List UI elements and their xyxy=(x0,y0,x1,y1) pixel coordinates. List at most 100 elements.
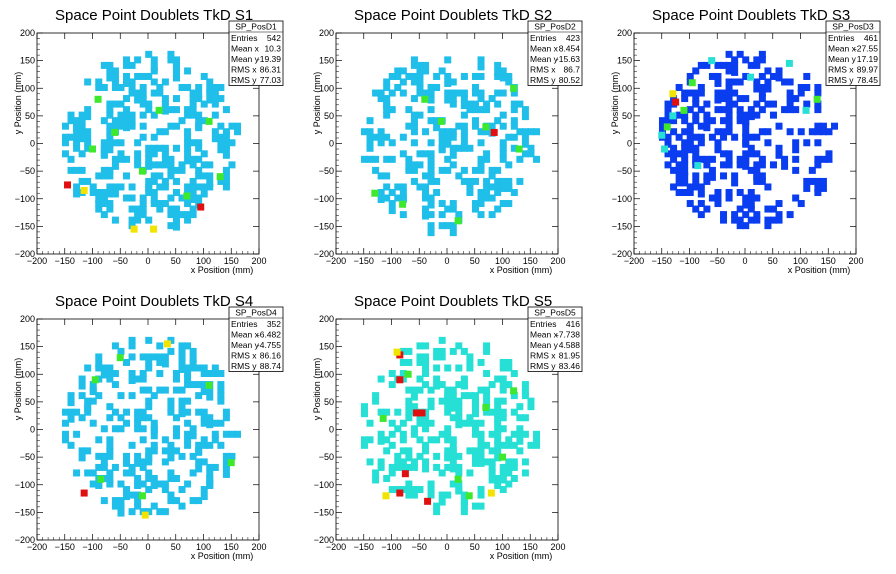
histogram-bin xyxy=(510,463,518,471)
histogram-bin xyxy=(139,370,147,378)
histogram-bin xyxy=(394,408,402,416)
histogram-cells xyxy=(61,336,242,519)
histogram-bin xyxy=(123,106,131,114)
histogram-bin xyxy=(438,133,446,141)
histogram-bin xyxy=(471,502,479,510)
histogram-bin xyxy=(449,161,457,169)
histogram-bin xyxy=(195,139,203,147)
y-axis-label: y Position (mm) xyxy=(312,358,322,421)
histogram-bin xyxy=(222,463,230,478)
histogram-bin xyxy=(234,122,242,130)
histogram-bin xyxy=(123,486,131,501)
histogram-bin xyxy=(433,375,441,390)
histogram-bin xyxy=(449,397,457,412)
histogram-bin xyxy=(814,106,822,114)
histogram-bin xyxy=(499,397,507,405)
histogram-bin xyxy=(139,72,147,80)
histogram-bin xyxy=(483,194,491,202)
histogram-bin xyxy=(471,452,479,467)
histogram-bin xyxy=(460,144,468,152)
histogram-bin xyxy=(471,84,479,92)
histogram-bin xyxy=(449,95,457,103)
histogram-bin xyxy=(184,144,192,152)
histogram-bin xyxy=(471,100,479,108)
histogram-bin xyxy=(399,447,407,455)
histogram-bin xyxy=(808,166,816,174)
histogram-bin xyxy=(471,205,479,213)
histogram-bin xyxy=(134,211,142,219)
histogram-bin xyxy=(172,95,180,103)
histogram-bin xyxy=(703,161,711,169)
histogram-bin xyxy=(150,200,158,208)
histogram-bin xyxy=(494,403,502,418)
histogram-bin xyxy=(466,177,474,185)
histogram-bin xyxy=(466,392,474,400)
histogram-bin xyxy=(708,166,716,181)
histogram-bin xyxy=(416,161,424,169)
stats-value: 8.454 xyxy=(559,44,581,54)
histogram-bin xyxy=(100,452,108,460)
histogram-bin xyxy=(692,144,700,152)
histogram-bin xyxy=(675,188,683,196)
histogram-bin xyxy=(725,67,733,75)
x-tick-label: −150 xyxy=(55,542,75,552)
histogram-bin xyxy=(769,205,777,213)
histogram-bin xyxy=(747,150,755,158)
histogram-bin xyxy=(433,72,441,80)
histogram-bin xyxy=(792,155,800,163)
histogram-bin xyxy=(416,84,424,92)
histogram-bin xyxy=(111,497,119,505)
histogram-bin xyxy=(686,128,694,136)
histogram-bin xyxy=(697,89,705,97)
histogram-bin xyxy=(106,370,114,378)
histogram-bin xyxy=(427,480,435,488)
histogram-bin xyxy=(769,72,777,80)
histogram-bin xyxy=(533,430,541,438)
histogram-bin xyxy=(399,89,407,97)
histogram-bin xyxy=(499,375,507,383)
stats-label: RMS x xyxy=(530,351,556,361)
histogram-bin xyxy=(189,364,197,372)
histogram-bin xyxy=(178,386,186,394)
histogram-bin xyxy=(217,139,225,154)
histogram-bin xyxy=(664,133,672,148)
y-tick-label: −100 xyxy=(15,480,35,490)
histogram-bin xyxy=(150,144,158,152)
histogram-bin xyxy=(206,463,214,471)
histogram-bin xyxy=(516,128,524,136)
histogram-bin xyxy=(433,347,441,355)
histogram-bin xyxy=(819,122,827,130)
histogram-bin xyxy=(156,200,164,208)
histogram-bin xyxy=(488,469,496,484)
histogram-bin xyxy=(150,67,158,75)
histogram-bin xyxy=(145,155,153,170)
histogram-bin xyxy=(134,452,142,467)
histogram-bin xyxy=(488,211,496,219)
histogram-bin xyxy=(505,161,513,169)
histogram-bin xyxy=(505,463,513,471)
histogram-bin xyxy=(483,188,491,196)
histogram-bin xyxy=(394,183,402,191)
histogram-bin xyxy=(471,177,479,185)
histogram-bin xyxy=(145,414,153,422)
histogram-bin xyxy=(200,419,208,427)
histogram-bin xyxy=(720,61,728,69)
histogram-bin xyxy=(471,122,479,130)
histogram-bin xyxy=(764,216,772,224)
histogram-bin xyxy=(505,133,513,141)
histogram-bin xyxy=(150,161,158,169)
histogram-bin xyxy=(510,474,518,482)
histogram-bin xyxy=(134,89,142,104)
chart-panel-4: Space Point Doublets TkD S4−200−200−150−… xyxy=(13,293,284,561)
histogram-bin xyxy=(444,425,452,440)
histogram-bin xyxy=(184,430,192,438)
histogram-bin xyxy=(786,78,794,86)
histogram-bin xyxy=(714,139,722,154)
histogram-bin xyxy=(444,222,452,230)
histogram-bin xyxy=(78,447,86,462)
histogram-bin xyxy=(697,155,705,163)
histogram-bin xyxy=(742,56,750,64)
histogram-bin xyxy=(720,211,728,219)
histogram-bin xyxy=(494,436,502,444)
